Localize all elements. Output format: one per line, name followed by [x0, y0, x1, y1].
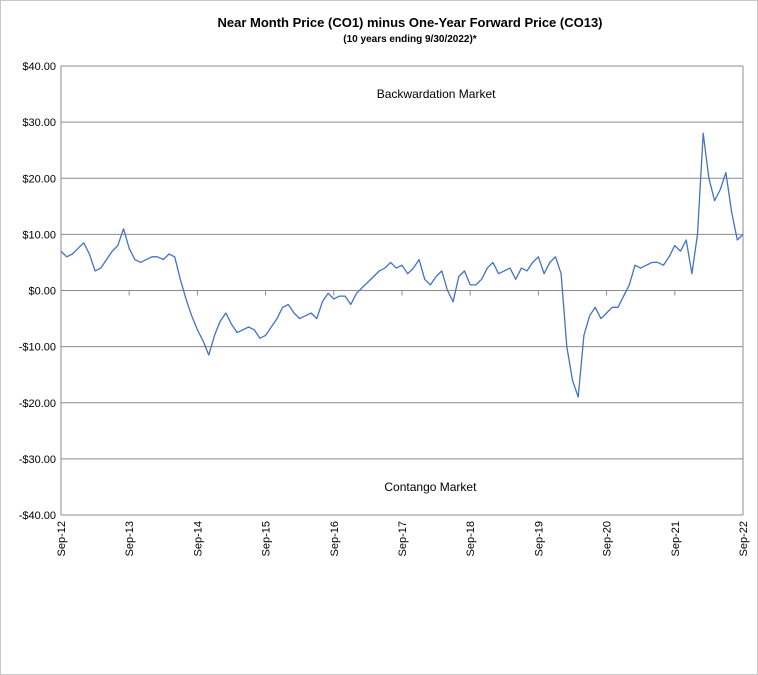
y-tick-label: $20.00: [22, 173, 56, 185]
x-tick-label: Sep-18: [465, 521, 477, 556]
x-tick-label: Sep-13: [124, 521, 136, 556]
y-tick-label: $40.00: [22, 61, 56, 73]
plot-area: $40.00 $30.00 $20.00 $10.00 $0.00 -$10.00 -$20…: [19, 61, 750, 556]
x-tick-label: Sep-16: [329, 521, 341, 556]
y-tick-label: $30.00: [22, 117, 56, 129]
annotation-label: Backwardation Market: [377, 87, 496, 101]
y-tick-label: -$10.00: [19, 342, 56, 354]
y-tick-label: $0.00: [28, 286, 56, 298]
x-tick-label: Sep-20: [602, 521, 614, 556]
chart-title: Near Month Price (CO1) minus One-Year Fo…: [217, 15, 602, 30]
x-tick-label: Sep-22: [738, 521, 750, 556]
y-tick-label: -$30.00: [19, 454, 56, 466]
x-tick-label: Sep-19: [533, 521, 545, 556]
x-tick-label: Sep-12: [56, 521, 68, 556]
y-tick-label: -$20.00: [19, 398, 56, 410]
annotation-label: Contango Market: [384, 480, 477, 494]
y-tick-label: $10.00: [22, 229, 56, 241]
series-line: [60, 132, 744, 398]
x-tick-label: Sep-14: [192, 521, 204, 556]
chart-subtitle: (10 years ending 9/30/2022)*: [343, 34, 477, 45]
x-tick-label: Sep-15: [261, 521, 273, 556]
y-tick-label: -$40.00: [19, 510, 56, 522]
x-tick-label: Sep-17: [397, 521, 409, 556]
x-tick-label: Sep-21: [670, 521, 682, 556]
